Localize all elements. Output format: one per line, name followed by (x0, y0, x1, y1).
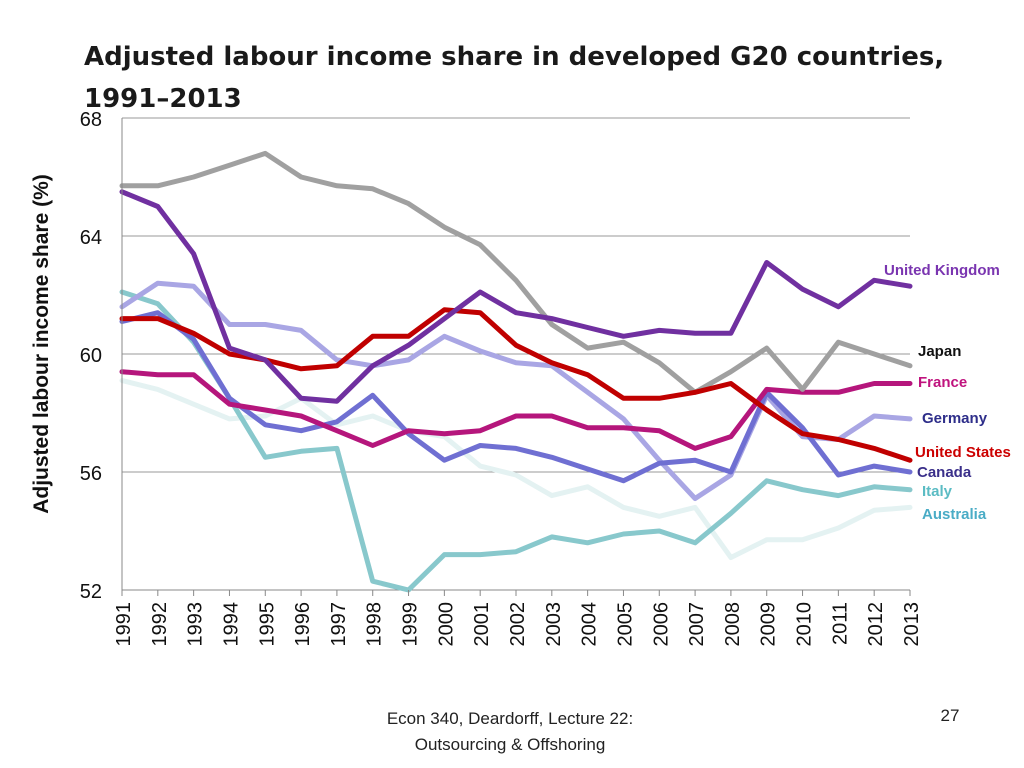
y-tick-label: 56 (80, 463, 102, 485)
y-tick-label: 68 (80, 109, 102, 131)
series-line-canada (119, 310, 913, 484)
x-tick-label: 2011 (829, 602, 851, 645)
x-tick-label: 2007 (686, 602, 708, 647)
y-tick-label: 64 (80, 227, 102, 249)
x-tick-label: 2006 (650, 602, 672, 647)
series-label-italy: Italy (922, 483, 953, 500)
x-tick-label: 1999 (400, 602, 422, 647)
x-tick-label: 1994 (220, 602, 242, 647)
x-tick-label: 2002 (507, 602, 529, 647)
footer-text: Econ 340, Deardorff, Lecture 22: Outsour… (340, 706, 680, 758)
series-label-australia: Australia (922, 506, 987, 523)
series-lines (119, 150, 913, 593)
x-tick-label: 1993 (185, 602, 207, 647)
series-line-italy (119, 289, 913, 593)
series-line-germany (119, 280, 913, 501)
x-tick-label: 2009 (758, 602, 780, 647)
x-tick-label: 2005 (614, 602, 636, 647)
series-label-united-states: United States (915, 444, 1011, 461)
x-tick-label: 2010 (794, 602, 816, 647)
footer-line-1: Econ 340, Deardorff, Lecture 22: (386, 709, 634, 728)
x-tick-label: 2008 (722, 602, 744, 647)
series-labels: Australia Italy Germany Canada France Japan Un… (884, 262, 1011, 523)
slide-title: Adjusted labour income share in develope… (84, 42, 945, 114)
x-tick-label: 2004 (579, 602, 601, 647)
series-label-france: France (918, 374, 967, 391)
x-tick-label: 2001 (471, 602, 493, 647)
x-tick-label: 1992 (149, 602, 171, 647)
series-line-united-kingdom (119, 189, 913, 404)
footer-line-2: Outsourcing & Offshoring (414, 735, 606, 754)
series-label-germany: Germany (922, 410, 988, 427)
x-tick-label: 1995 (256, 602, 278, 647)
x-tick-label: 2013 (901, 602, 923, 647)
series-line-united-states (119, 307, 913, 463)
series-line-japan (119, 150, 913, 395)
series-label-united-kingdom: United Kingdom (884, 262, 1000, 279)
x-tick-label: 1997 (328, 602, 350, 647)
y-tick-label: 52 (80, 581, 102, 603)
x-tick-label: 1996 (292, 602, 314, 647)
x-tick-label: 2003 (543, 602, 565, 647)
y-tick-label: 60 (80, 345, 102, 367)
page-number: 27 (940, 706, 960, 725)
series-label-japan: Japan (918, 343, 961, 360)
series-label-canada: Canada (917, 464, 972, 481)
x-tick-label: 1991 (113, 602, 135, 647)
x-tick-label: 1998 (364, 602, 386, 647)
line-chart: 52 56 60 64 68 1991 1992 1993 1994 1995 1996 1997 19… (30, 109, 1011, 647)
x-tick-label: 2012 (865, 602, 887, 647)
series-line-france (119, 369, 913, 451)
y-axis-label: Adjusted labour income share (%) (30, 174, 53, 514)
x-tick-label: 2000 (435, 602, 457, 647)
axes: 52 56 60 64 68 1991 1992 1993 1994 1995 1996 1997 19… (80, 109, 923, 647)
